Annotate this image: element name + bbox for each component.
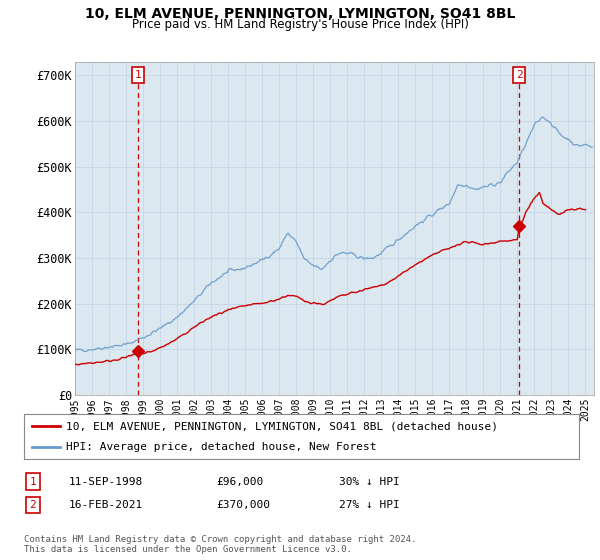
Text: 27% ↓ HPI: 27% ↓ HPI bbox=[339, 500, 400, 510]
Text: 2: 2 bbox=[516, 70, 523, 80]
Text: Price paid vs. HM Land Registry's House Price Index (HPI): Price paid vs. HM Land Registry's House … bbox=[131, 18, 469, 31]
Text: 2: 2 bbox=[29, 500, 37, 510]
Text: 30% ↓ HPI: 30% ↓ HPI bbox=[339, 477, 400, 487]
Text: Contains HM Land Registry data © Crown copyright and database right 2024.
This d: Contains HM Land Registry data © Crown c… bbox=[24, 535, 416, 554]
Text: 1: 1 bbox=[134, 70, 142, 80]
Text: 10, ELM AVENUE, PENNINGTON, LYMINGTON, SO41 8BL: 10, ELM AVENUE, PENNINGTON, LYMINGTON, S… bbox=[85, 7, 515, 21]
Text: 1: 1 bbox=[29, 477, 37, 487]
Text: £96,000: £96,000 bbox=[216, 477, 263, 487]
Text: HPI: Average price, detached house, New Forest: HPI: Average price, detached house, New … bbox=[65, 442, 376, 452]
Text: 10, ELM AVENUE, PENNINGTON, LYMINGTON, SO41 8BL (detached house): 10, ELM AVENUE, PENNINGTON, LYMINGTON, S… bbox=[65, 422, 497, 432]
Text: £370,000: £370,000 bbox=[216, 500, 270, 510]
Text: 11-SEP-1998: 11-SEP-1998 bbox=[69, 477, 143, 487]
Text: 16-FEB-2021: 16-FEB-2021 bbox=[69, 500, 143, 510]
